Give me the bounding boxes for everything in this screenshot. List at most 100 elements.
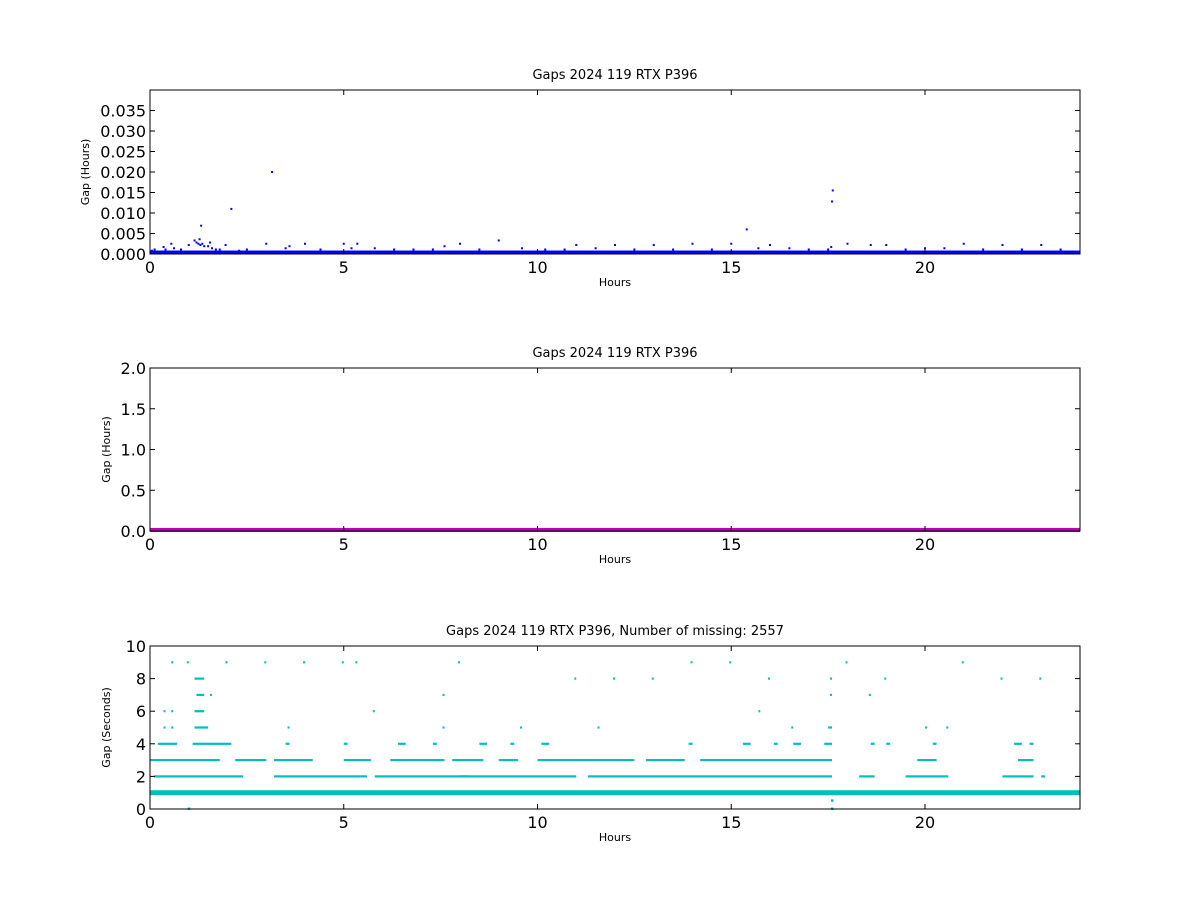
data-point — [393, 248, 396, 251]
data-point — [459, 242, 461, 245]
data-point — [831, 189, 834, 192]
gap-level-segment — [390, 759, 445, 762]
data-point — [846, 242, 849, 245]
gap-level-segment — [372, 710, 375, 713]
data-point — [1020, 248, 1023, 251]
data-point — [831, 528, 833, 531]
data-point — [544, 248, 547, 251]
y-tick-label: 2.0 — [121, 359, 146, 378]
gap-level-segment — [498, 759, 519, 762]
gap-level-segment — [886, 742, 891, 745]
x-tick-label: 0 — [145, 535, 155, 554]
y-tick-label: 1.5 — [121, 400, 146, 419]
data-point — [195, 241, 198, 244]
gap-level-segment — [235, 759, 267, 762]
data-point — [284, 247, 287, 250]
gap-level-segment — [274, 775, 367, 778]
gap-level-segment — [355, 661, 358, 664]
x-tick-label: 10 — [527, 535, 547, 554]
gap-level-segment — [343, 759, 371, 762]
data-marks — [150, 661, 1080, 810]
gap-level-segment — [210, 693, 212, 696]
gap-level-segment — [452, 759, 484, 762]
data-point — [164, 248, 167, 251]
data-point — [238, 249, 241, 252]
gap-level-segment — [343, 742, 348, 745]
panel-seconds-bottom: 0 5 10 15 20 0 2 4 6 8 10 Gaps 2024 119 RTX P396, N… — [100, 624, 1081, 844]
data-point — [209, 241, 212, 244]
data-point — [373, 247, 376, 250]
x-tick-label: 20 — [915, 258, 935, 277]
gap-level-segment — [194, 710, 205, 713]
x-tick-label: 15 — [721, 258, 741, 277]
data-point — [199, 243, 202, 246]
data-point — [200, 224, 203, 227]
data-point — [211, 247, 213, 250]
gap-level-segment — [341, 661, 344, 664]
gap-level-segment — [587, 775, 677, 778]
gap-level-segment — [677, 775, 832, 778]
y-tick-label: 1.0 — [121, 441, 146, 460]
y-tick-label: 0.0 — [121, 522, 146, 541]
dense-gap-band — [150, 250, 1080, 254]
gap-level-segment — [690, 661, 693, 664]
gap-level-segment — [651, 677, 654, 680]
data-point — [575, 243, 578, 246]
y-tick-label: 4 — [136, 735, 146, 754]
gap-level-segment — [1000, 677, 1003, 680]
gap-level-segment — [793, 742, 801, 745]
gap-level-segment — [163, 710, 166, 713]
data-point — [830, 246, 833, 249]
data-point — [633, 248, 636, 251]
data-point — [173, 247, 176, 250]
gap-level-segment — [192, 742, 232, 745]
gap-level-segment — [1041, 775, 1046, 778]
gap-level-segment — [171, 726, 174, 729]
y-tick-label: 0.025 — [100, 143, 146, 162]
data-point — [304, 242, 306, 245]
x-tick-label: 20 — [915, 535, 935, 554]
data-point — [831, 200, 833, 203]
chart-title: Gaps 2024 119 RTX P396, Number of missin… — [446, 624, 784, 639]
gap-level-segment — [287, 726, 290, 729]
gap-level-segment — [700, 759, 832, 762]
gap-level-segment — [163, 726, 166, 729]
data-point — [180, 248, 182, 251]
data-point — [431, 248, 434, 251]
y-tick-label: 0.005 — [100, 225, 146, 244]
gap-level-segment — [868, 693, 871, 696]
data-point — [342, 242, 345, 245]
data-marks — [150, 171, 1080, 254]
gap-level-segment — [925, 726, 927, 729]
data-point — [563, 248, 566, 251]
data-point — [478, 248, 481, 251]
data-point — [214, 248, 217, 251]
gap-level-segment — [932, 742, 937, 745]
gap-level-segment — [1039, 677, 1042, 680]
data-point — [443, 245, 446, 248]
y-tick-label: 0.035 — [100, 102, 146, 121]
data-point — [153, 248, 156, 251]
data-point — [150, 249, 153, 252]
data-point — [412, 248, 415, 251]
data-point — [271, 171, 274, 173]
data-point — [1059, 248, 1062, 251]
data-point — [1040, 243, 1043, 246]
gap-level-segment — [646, 759, 685, 762]
y-tick-label: 0.010 — [100, 204, 146, 223]
data-point — [319, 248, 322, 251]
data-point — [730, 242, 733, 245]
gap-level-segment — [442, 693, 445, 696]
data-point — [745, 228, 748, 231]
y-tick-label: 0.000 — [100, 245, 146, 264]
data-point — [594, 247, 597, 250]
gap-baseline-line — [150, 527, 1080, 532]
x-tick-label: 0 — [145, 258, 155, 277]
axes-frame — [149, 645, 1081, 810]
gap-level-segment — [773, 742, 778, 745]
gap-level-segment — [153, 775, 243, 778]
gap-level-segment — [1018, 759, 1034, 762]
gap-level-segment — [768, 677, 770, 680]
gap-level-segment — [157, 742, 178, 745]
gap-level-segment — [961, 661, 964, 664]
